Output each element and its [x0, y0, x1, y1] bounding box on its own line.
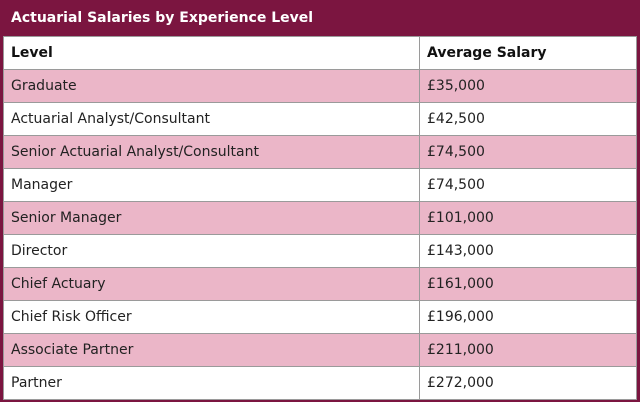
level-cell: Actuarial Analyst/Consultant [3, 102, 420, 136]
level-cell: Manager [3, 168, 420, 202]
header-cell: Level [3, 36, 420, 70]
level-cell: Partner [3, 366, 420, 400]
table-row: Manager £74,500 [3, 168, 637, 202]
table-row: Associate Partner £211,000 [3, 333, 637, 367]
level-cell: Director [3, 234, 420, 268]
level-cell: Chief Risk Officer [3, 300, 420, 334]
table-row: Partner £272,000 [3, 366, 637, 400]
salary-cell: £35,000 [419, 69, 637, 103]
salary-table: Level Average Salary Graduate £35,000 Actuar… [3, 36, 637, 400]
header-row: Level Average Salary [3, 36, 637, 70]
level-cell: Chief Actuary [3, 267, 420, 301]
salary-cell: £143,000 [419, 234, 637, 268]
table-row: Senior Manager £101,000 [3, 201, 637, 235]
table-row: Director £143,000 [3, 234, 637, 268]
level-cell: Senior Manager [3, 201, 420, 235]
table-body: Level Average Salary Graduate £35,000 Actuar… [3, 36, 637, 400]
salary-cell: £211,000 [419, 333, 637, 367]
level-cell: Senior Actuarial Analyst/Consultant [3, 135, 420, 169]
salary-cell: £101,000 [419, 201, 637, 235]
salary-cell: £74,500 [419, 135, 637, 169]
table-row: Chief Risk Officer £196,000 [3, 300, 637, 334]
salary-cell: £272,000 [419, 366, 637, 400]
salary-cell: £74,500 [419, 168, 637, 202]
table-row: Actuarial Analyst/Consultant £42,500 [3, 102, 637, 136]
level-cell: Associate Partner [3, 333, 420, 367]
table-row: Chief Actuary £161,000 [3, 267, 637, 301]
salary-cell: £161,000 [419, 267, 637, 301]
salary-cell: £196,000 [419, 300, 637, 334]
table-row: Graduate £35,000 [3, 69, 637, 103]
table-title: Actuarial Salaries by Experience Level [11, 10, 314, 26]
level-cell: Graduate [3, 69, 420, 103]
salary-cell: £42,500 [419, 102, 637, 136]
table-row: Senior Actuarial Analyst/Consultant £74,5… [3, 135, 637, 169]
header-cell: Average Salary [419, 36, 637, 70]
